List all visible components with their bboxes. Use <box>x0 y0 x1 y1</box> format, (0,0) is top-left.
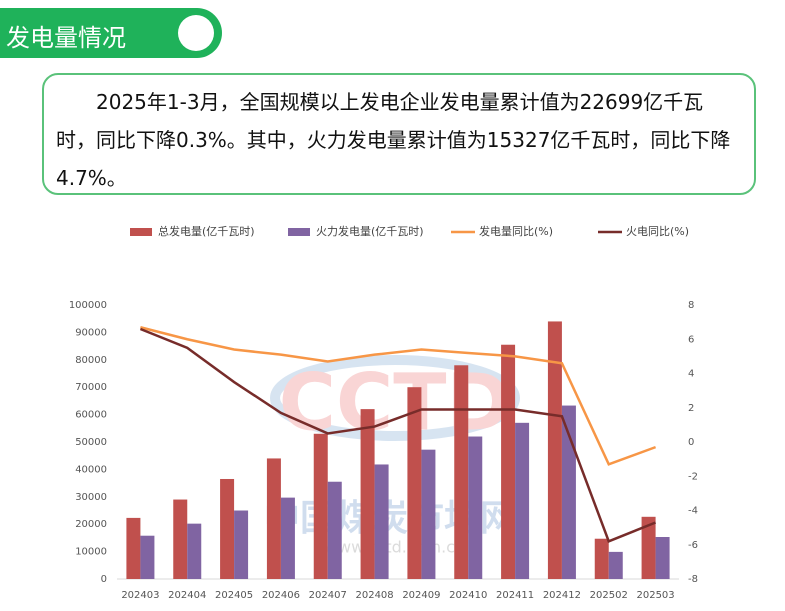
legend-label: 发电量同比(%) <box>479 224 553 238</box>
x-tick-label: 202412 <box>543 590 581 601</box>
y-tick-label: 30000 <box>75 492 107 503</box>
y2-tick-label: -2 <box>688 471 698 482</box>
legend-label: 火力发电量(亿千瓦时) <box>316 224 424 238</box>
x-tick-label: 202502 <box>590 590 628 601</box>
x-tick-label: 202503 <box>636 590 674 601</box>
bar <box>501 344 516 579</box>
bar <box>421 449 436 579</box>
bar <box>234 510 249 579</box>
x-tick-label: 202407 <box>309 590 347 601</box>
y-tick-label: 100000 <box>69 300 107 311</box>
bar <box>655 537 670 579</box>
y-tick-label: 0 <box>101 574 107 585</box>
bar <box>327 481 342 579</box>
bar <box>561 405 576 579</box>
x-tick-label: 202403 <box>121 590 159 601</box>
bar <box>173 499 188 579</box>
bar <box>641 516 656 579</box>
bar <box>360 409 375 579</box>
bar <box>547 321 562 579</box>
bar <box>594 538 609 579</box>
y-tick-label: 80000 <box>75 355 107 366</box>
y2-tick-label: -6 <box>688 540 698 551</box>
bar <box>608 551 623 579</box>
y2-tick-label: 6 <box>688 334 694 345</box>
x-tick-label: 202405 <box>215 590 253 601</box>
bar <box>220 478 235 579</box>
x-tick-label: 202411 <box>496 590 534 601</box>
x-tick-label: 202406 <box>262 590 300 601</box>
x-tick-label: 202404 <box>168 590 206 601</box>
summary-text: 2025年1-3月，全国规模以上发电企业发电量累计值为22699亿千瓦时，同比下… <box>56 90 731 190</box>
y2-tick-label: 2 <box>688 403 694 414</box>
bar <box>468 436 483 579</box>
bar <box>374 464 389 579</box>
y-tick-label: 40000 <box>75 464 107 475</box>
summary-box: 2025年1-3月，全国规模以上发电企业发电量累计值为22699亿千瓦时，同比下… <box>42 73 756 195</box>
y-tick-label: 50000 <box>75 437 107 448</box>
line <box>140 326 657 466</box>
legend-swatch <box>130 228 152 236</box>
header-title: 发电量情况 <box>6 24 126 52</box>
y2-tick-label: 4 <box>688 369 694 380</box>
bar <box>126 517 141 579</box>
header-dot <box>178 15 214 51</box>
bar <box>266 458 281 579</box>
bar <box>515 422 530 579</box>
bar <box>280 497 295 579</box>
bar <box>187 523 202 579</box>
y-tick-label: 20000 <box>75 519 107 530</box>
watermark-logo: CCTD <box>279 358 511 448</box>
y-tick-label: 10000 <box>75 547 107 558</box>
y-tick-label: 60000 <box>75 410 107 421</box>
legend-label: 总发电量(亿千瓦时) <box>158 224 255 238</box>
bar <box>407 387 422 579</box>
bar <box>140 535 155 579</box>
y2-tick-label: -8 <box>688 574 698 585</box>
header-bar: 发电量情况 <box>0 8 222 58</box>
y2-tick-label: -4 <box>688 506 698 517</box>
x-tick-label: 202410 <box>449 590 487 601</box>
legend-swatch <box>288 228 310 236</box>
y2-tick-label: 0 <box>688 437 694 448</box>
x-tick-label: 202408 <box>355 590 393 601</box>
bar <box>313 433 328 579</box>
bar <box>454 365 469 579</box>
legend-label: 火电同比(%) <box>626 225 689 238</box>
y2-tick-label: 8 <box>688 300 694 311</box>
line <box>139 327 657 543</box>
x-tick-label: 202409 <box>402 590 440 601</box>
y-tick-label: 70000 <box>75 382 107 393</box>
watermark-url: www.cctd.com.cn <box>325 538 465 557</box>
y-tick-label: 90000 <box>75 327 107 338</box>
